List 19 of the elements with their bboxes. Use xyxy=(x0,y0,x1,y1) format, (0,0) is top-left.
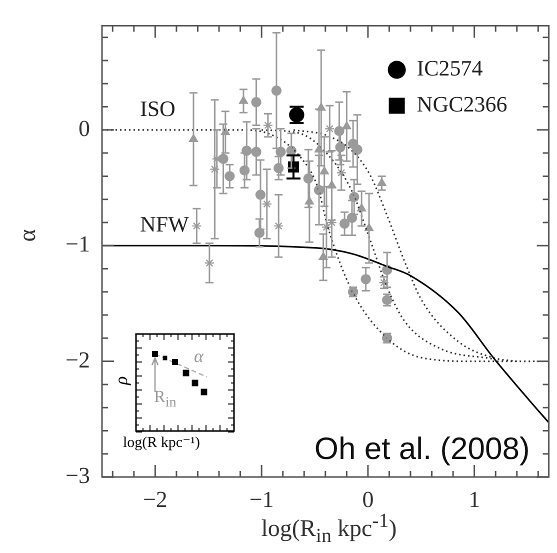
annotation: α xyxy=(194,346,204,367)
x-tick-label: 0 xyxy=(362,486,374,512)
y-tick-label: −2 xyxy=(66,347,90,372)
annotation: ρ xyxy=(110,376,132,385)
y-tick-label: −3 xyxy=(66,463,90,488)
legend-label: NGC2366 xyxy=(416,92,508,117)
annotation: R$_{in}$ xyxy=(154,387,176,412)
series-label: NFW xyxy=(140,212,190,237)
annotation: log(R kpc⁻¹) xyxy=(123,434,200,452)
y-tick-label: −1 xyxy=(66,232,90,257)
x-axis-title: log(R$_{in}$ kpc$^{-1}$) xyxy=(260,510,398,548)
x-tick-label: −1 xyxy=(249,486,274,512)
series-label: ISO xyxy=(140,96,176,121)
y-tick-label: 0 xyxy=(78,116,90,141)
y-axis-title: α xyxy=(14,229,42,242)
x-tick-label: −2 xyxy=(142,486,168,512)
x-tick-label: 1 xyxy=(468,486,480,512)
annotation: Oh et al. (2008) xyxy=(314,431,530,466)
legend-label: IC2574 xyxy=(416,56,483,81)
